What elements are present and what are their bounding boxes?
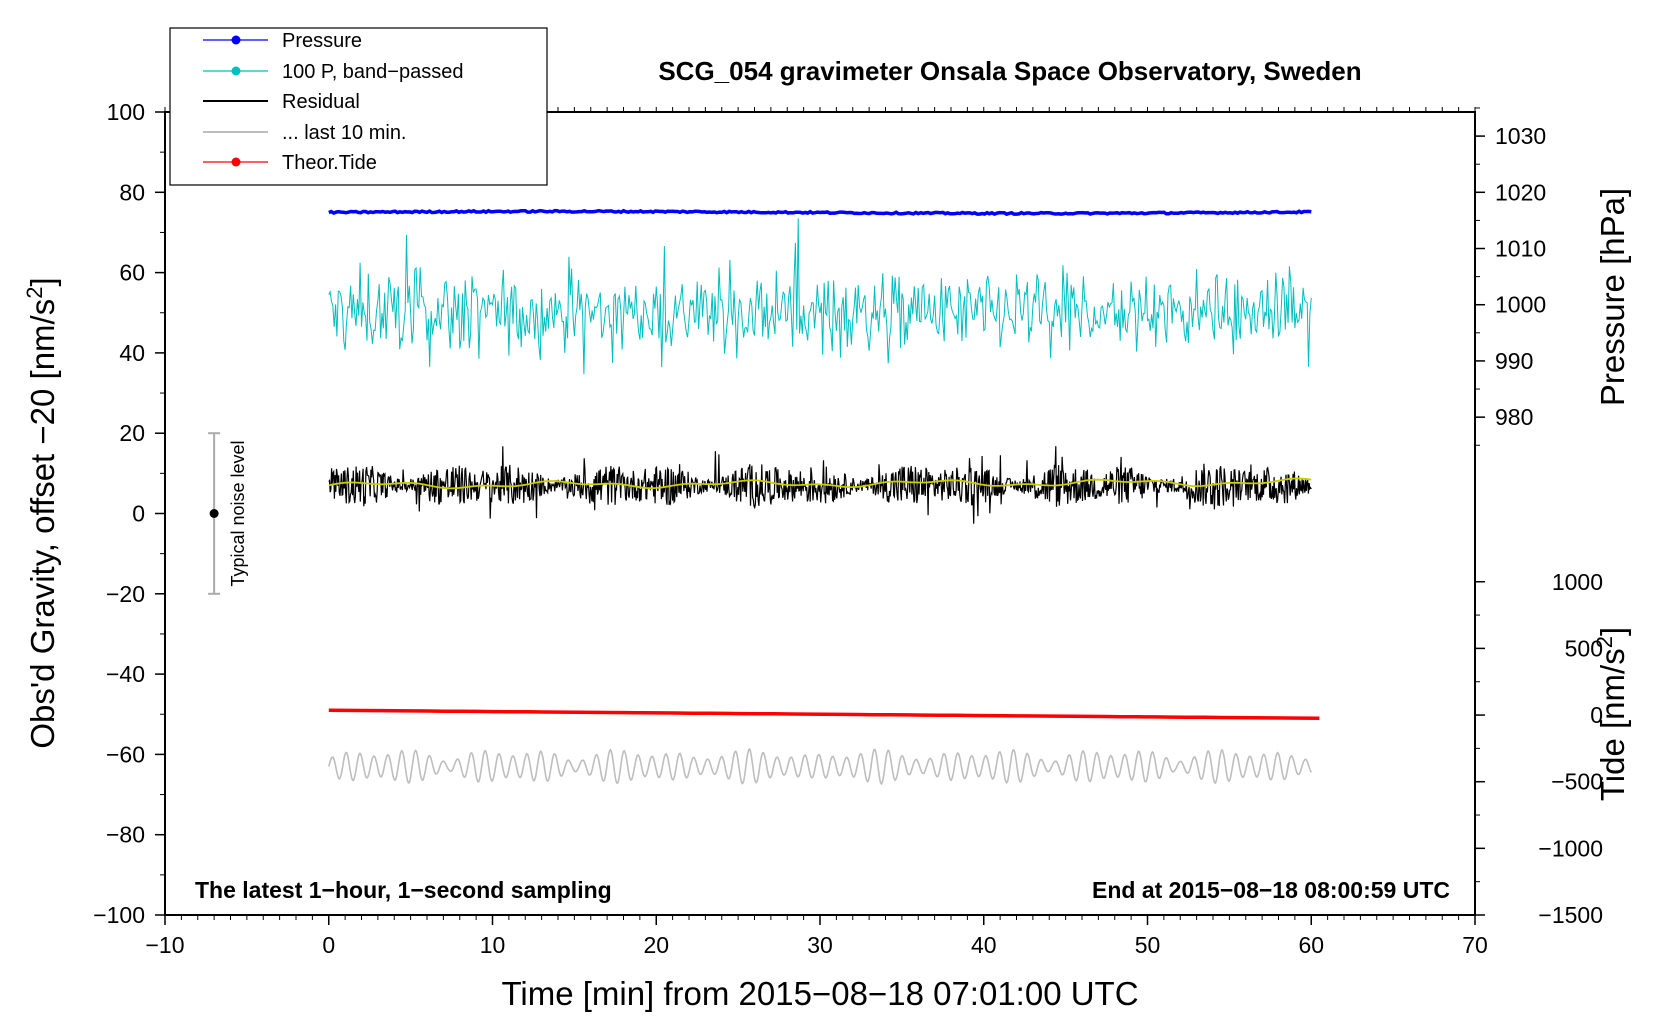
y-axis-left-title-sup: 2 [22, 287, 47, 299]
pressure-tick-label: 1020 [1495, 179, 1546, 205]
x-tick-label: 10 [480, 932, 506, 958]
legend-label: Residual [282, 91, 360, 113]
tide-tick-label: 500 [1565, 635, 1603, 661]
y-axis-left-title: Obs'd Gravity, offset −20 [nm/s2] [22, 277, 61, 748]
legend-swatch-marker [231, 66, 241, 76]
y-tick-label: −100 [93, 902, 145, 928]
chart-title: SCG_054 gravimeter Onsala Space Observat… [658, 56, 1361, 86]
x-tick-label: 40 [971, 932, 997, 958]
legend-swatch-marker [231, 157, 241, 167]
y-tick-label: 100 [107, 99, 145, 125]
pressure-tick-label: 1000 [1495, 292, 1546, 318]
y-axis-tide-title: Tide [nm/s2] [1592, 627, 1631, 801]
annotation-latest-hour: The latest 1−hour, 1−second sampling [195, 877, 612, 903]
legend: Pressure 100 P, band−passed Residual ... la… [169, 27, 548, 186]
tide-tick-label: −1500 [1538, 902, 1603, 928]
y-tick-label: −80 [106, 822, 145, 848]
annotation-end-time: End at 2015−08−18 08:00:59 UTC [1092, 877, 1450, 903]
y-tick-label: −60 [106, 741, 145, 767]
x-tick-label: 20 [643, 932, 669, 958]
series-line-pressure [328, 208, 1312, 217]
pressure-tick-label: 1030 [1495, 123, 1546, 149]
series-line-residual-smoothed [328, 477, 1312, 490]
x-axis-title: Time [min] from 2015−08−18 07:01:00 UTC [501, 975, 1138, 1012]
tide-tick-label: 1000 [1552, 569, 1603, 595]
series-line-theoretical-tide [328, 708, 1320, 721]
x-tick-label: −10 [145, 932, 184, 958]
y-tick-label: 60 [119, 260, 145, 286]
y-tick-label: −40 [106, 661, 145, 687]
legend-label: ... last 10 min. [282, 122, 407, 144]
noise-bar-label: Typical noise level [228, 440, 248, 586]
pressure-tick-label: 1010 [1495, 236, 1546, 262]
y-axis-pressure-title: Pressure [hPa] [1594, 188, 1631, 406]
y-axis-tide-title-end: ] [1594, 627, 1631, 636]
legend-label: Pressure [282, 30, 362, 52]
legend-label: Theor.Tide [282, 152, 377, 174]
x-tick-label: 30 [807, 932, 833, 958]
tide-tick-label: −1000 [1538, 835, 1603, 861]
series-layer [328, 208, 1320, 786]
y-axis-tide-title-main: Tide [nm/s [1594, 648, 1631, 801]
x-tick-label: 50 [1135, 932, 1161, 958]
y-tick-label: 40 [119, 340, 145, 366]
y-tick-label: −20 [106, 581, 145, 607]
legend-entries: Pressure 100 P, band−passed Residual ... la… [203, 30, 463, 174]
series-line-bandpassed-pressure [328, 218, 1312, 375]
tide-tick-label: −500 [1551, 769, 1603, 795]
x-tick-label: 70 [1462, 932, 1488, 958]
noise-bar-center-dot [209, 509, 219, 518]
y-tick-label: 80 [119, 179, 145, 205]
x-tick-label: 0 [322, 932, 335, 958]
legend-label: 100 P, band−passed [282, 61, 463, 83]
series-line-last-10-min [328, 747, 1313, 786]
noise-level-indicator: Typical noise level [208, 432, 248, 595]
legend-swatch-marker [231, 35, 241, 45]
y-axis-left-title-end: ] [24, 277, 61, 286]
pressure-tick-label: 990 [1495, 348, 1533, 374]
tick-layer: −10 0 10 20 30 40 50 60 70−100−80−60−40−20020406… [93, 99, 1603, 958]
pressure-tick-label: 980 [1495, 404, 1533, 430]
x-tick-label: 60 [1298, 932, 1324, 958]
y-tick-label: 0 [132, 501, 145, 527]
y-tick-label: 20 [119, 420, 145, 446]
tide-tick-label: 0 [1590, 702, 1603, 728]
y-axis-left-title-main: Obs'd Gravity, offset −20 [nm/s [24, 299, 61, 749]
y-axis-tide-title-sup: 2 [1592, 636, 1617, 648]
